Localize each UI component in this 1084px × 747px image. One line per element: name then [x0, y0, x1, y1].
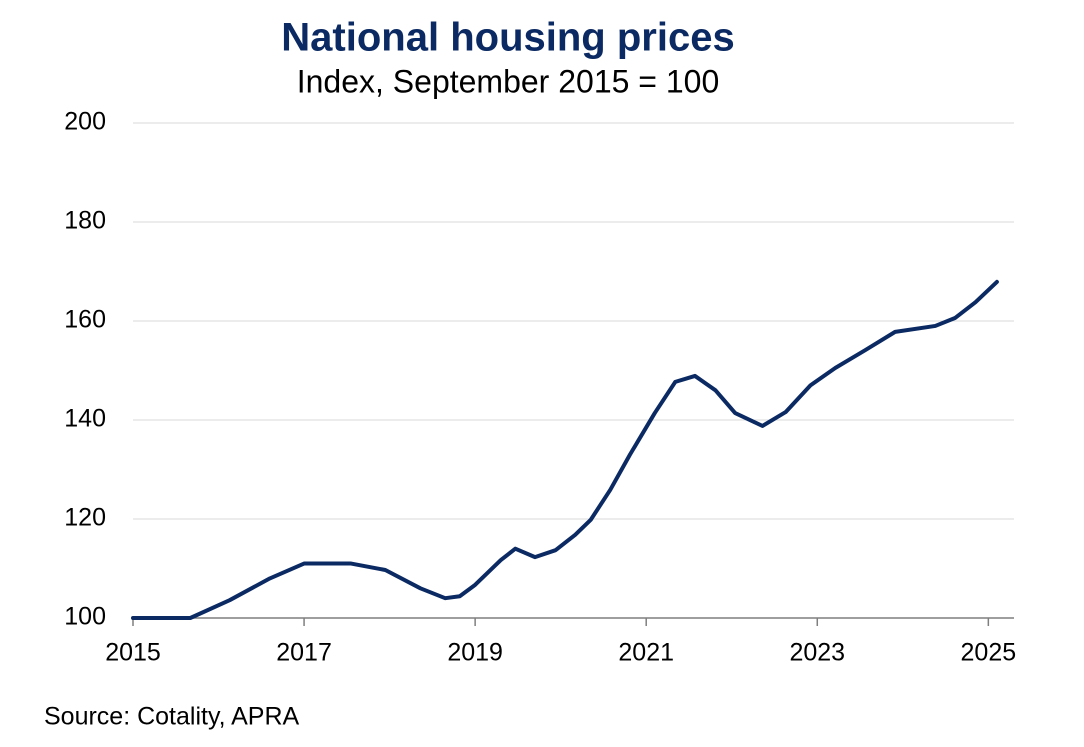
- y-tick-label: 140: [64, 405, 106, 433]
- chart-subtitle: Index, September 2015 = 100: [297, 63, 720, 99]
- y-tick-label: 180: [64, 207, 106, 235]
- y-tick-label: 200: [64, 108, 106, 136]
- source-note: Source: Cotality, APRA: [44, 703, 300, 731]
- x-tick-label: 2019: [447, 639, 503, 667]
- x-tick-label: 2021: [618, 639, 674, 667]
- x-tick-label: 2017: [276, 639, 332, 667]
- x-tick-label: 2025: [961, 639, 1017, 667]
- y-tick-label: 120: [64, 504, 106, 532]
- y-tick-label: 160: [64, 306, 106, 334]
- x-tick-label: 2023: [789, 639, 845, 667]
- x-tick-label: 2015: [105, 639, 161, 667]
- data-line: [131, 279, 999, 620]
- y-tick-label: 100: [64, 603, 106, 631]
- chart-title: National housing prices: [281, 16, 734, 60]
